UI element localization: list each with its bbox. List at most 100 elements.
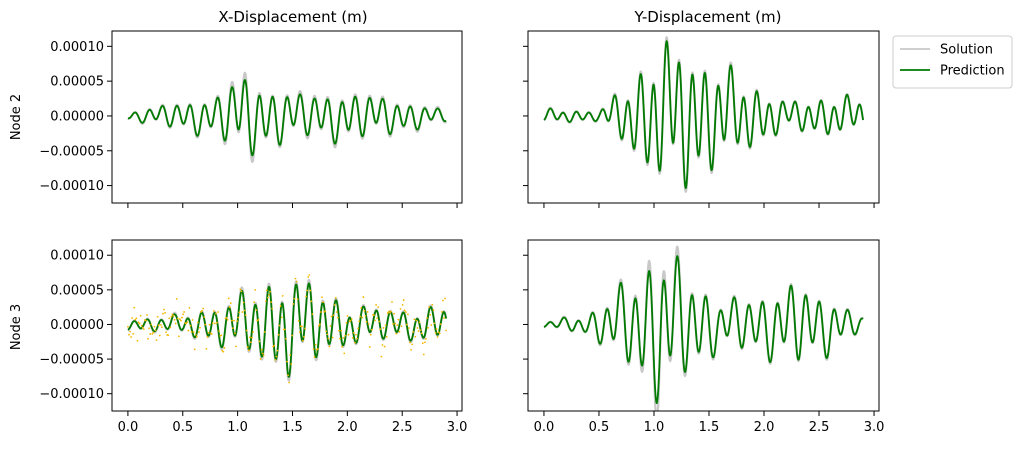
observation-point: [350, 318, 353, 320]
observation-point: [198, 331, 200, 333]
x-tick-label: 1.0: [227, 420, 248, 435]
observation-point: [251, 336, 253, 339]
observation-point: [247, 349, 250, 352]
y-tick-label: −0.00005: [39, 144, 104, 159]
observation-point: [127, 325, 129, 328]
observation-point: [157, 324, 160, 327]
observation-point: [145, 319, 147, 322]
observation-point: [309, 289, 312, 292]
observation-point: [286, 360, 288, 363]
column-title-x: X-Displacement (m): [218, 8, 367, 26]
observation-point: [342, 336, 345, 339]
observation-point: [414, 335, 417, 338]
observation-point: [140, 324, 143, 327]
observation-point: [178, 318, 181, 321]
observation-point: [188, 306, 191, 309]
observation-point: [333, 304, 336, 306]
observation-point: [442, 299, 444, 302]
panel-node3-x: 0.0 0.5 1.0 1.5 2.0 2.5 3.0 0.00010 0.00005 0.000…: [39, 239, 467, 435]
observation-point: [445, 329, 447, 332]
observation-point: [137, 321, 140, 324]
x-tick-label: 0.0: [118, 420, 139, 435]
observation-point: [338, 329, 340, 332]
observation-point: [208, 323, 211, 326]
observation-point: [222, 350, 225, 353]
observation-point: [187, 329, 190, 332]
observation-point: [440, 310, 443, 313]
observation-point: [429, 314, 432, 316]
y-tick-label: 0.00000: [50, 318, 104, 333]
observation-point: [303, 335, 305, 338]
observation-point: [404, 311, 407, 313]
observation-point: [141, 326, 144, 329]
observation-point: [313, 356, 316, 359]
observation-point: [135, 317, 138, 320]
series-line-prediction: [543, 40, 864, 190]
observation-point: [364, 314, 367, 317]
x-tick-label: 0.0: [534, 420, 555, 435]
observation-point: [250, 341, 252, 344]
x-tick-label: 2.0: [337, 420, 358, 435]
observation-point: [160, 326, 163, 329]
observation-point: [349, 319, 352, 322]
observation-point: [305, 295, 307, 298]
observation-point: [357, 327, 359, 330]
observation-point: [156, 315, 159, 318]
row-label-node-3: Node 3: [9, 304, 24, 350]
observation-point: [387, 310, 390, 313]
observation-point: [397, 318, 400, 321]
observation-point: [365, 320, 368, 323]
observation-point: [132, 332, 135, 335]
observation-point: [297, 320, 300, 322]
observation-point: [133, 306, 136, 309]
observation-point: [411, 343, 414, 346]
observation-point: [177, 335, 180, 338]
observation-point: [392, 323, 394, 325]
observation-point: [390, 310, 392, 313]
observation-point: [238, 311, 241, 314]
observation-point: [316, 348, 319, 350]
observation-point: [292, 303, 295, 305]
observation-point: [375, 303, 377, 306]
observation-point: [361, 316, 364, 319]
observation-point: [281, 294, 284, 297]
observation-point: [181, 316, 183, 319]
observation-point: [273, 344, 276, 347]
x-tick-label: 2.0: [754, 420, 775, 435]
observation-point: [311, 313, 314, 316]
observation-point: [356, 337, 358, 340]
observation-point: [395, 332, 398, 335]
observation-point: [288, 381, 291, 384]
observation-point: [229, 302, 232, 305]
observation-point: [162, 312, 164, 315]
observation-point: [275, 355, 278, 358]
observation-point: [226, 318, 229, 321]
observation-point: [394, 322, 397, 325]
observation-point: [368, 346, 371, 348]
observation-point: [220, 334, 223, 337]
observation-point: [381, 344, 384, 346]
observation-point: [384, 324, 387, 327]
observation-point: [241, 311, 244, 313]
observation-point: [185, 322, 188, 325]
observation-point: [186, 321, 189, 324]
observation-point: [370, 328, 373, 331]
observation-point: [327, 337, 330, 340]
observation-point: [234, 332, 236, 335]
observation-point: [304, 327, 306, 330]
observation-point: [190, 330, 193, 333]
observation-point: [374, 319, 376, 322]
observation-point: [300, 325, 303, 328]
observation-point: [302, 339, 304, 342]
observation-point: [362, 296, 365, 298]
observation-point: [245, 329, 248, 332]
observation-point: [164, 311, 166, 314]
observation-point: [413, 318, 416, 321]
observation-point: [189, 324, 192, 327]
observation-point: [326, 333, 329, 336]
y-tick-label: 0.00005: [50, 283, 104, 298]
observation-point: [436, 336, 439, 338]
observation-point: [171, 313, 174, 316]
observation-point: [257, 318, 260, 321]
observation-point: [308, 274, 311, 276]
